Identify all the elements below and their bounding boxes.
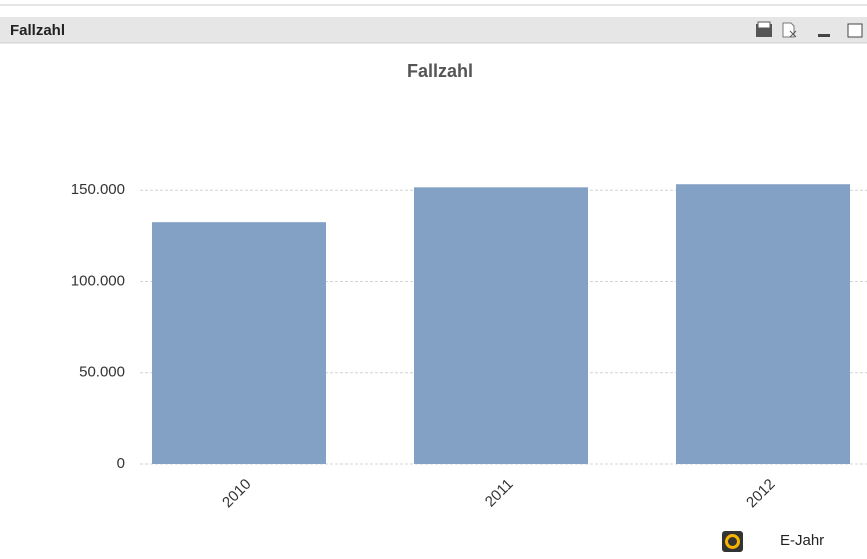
caption-icons[interactable]	[756, 21, 863, 38]
caption: Fallzahl	[10, 22, 65, 39]
bar	[414, 187, 588, 464]
export-icon[interactable]	[782, 22, 795, 38]
caption-bar	[0, 17, 867, 43]
cycle-icon-arrow	[725, 534, 740, 549]
bar	[152, 222, 326, 464]
y-tick-label: 150.000	[71, 181, 125, 198]
bar	[676, 184, 850, 465]
minimize-icon[interactable]	[818, 34, 830, 37]
y-tick-label: 0	[117, 455, 125, 472]
cycle-icon[interactable]	[722, 531, 743, 552]
chart-title: Fallzahl	[407, 61, 473, 81]
export-icon-x	[789, 30, 797, 38]
y-tick-label: 100.000	[71, 272, 125, 289]
y-tick-label: 50.000	[79, 364, 125, 381]
maximize-icon[interactable]	[847, 23, 863, 38]
print-icon-paper	[757, 21, 771, 29]
dimension-label: E-Jahr	[780, 532, 824, 549]
